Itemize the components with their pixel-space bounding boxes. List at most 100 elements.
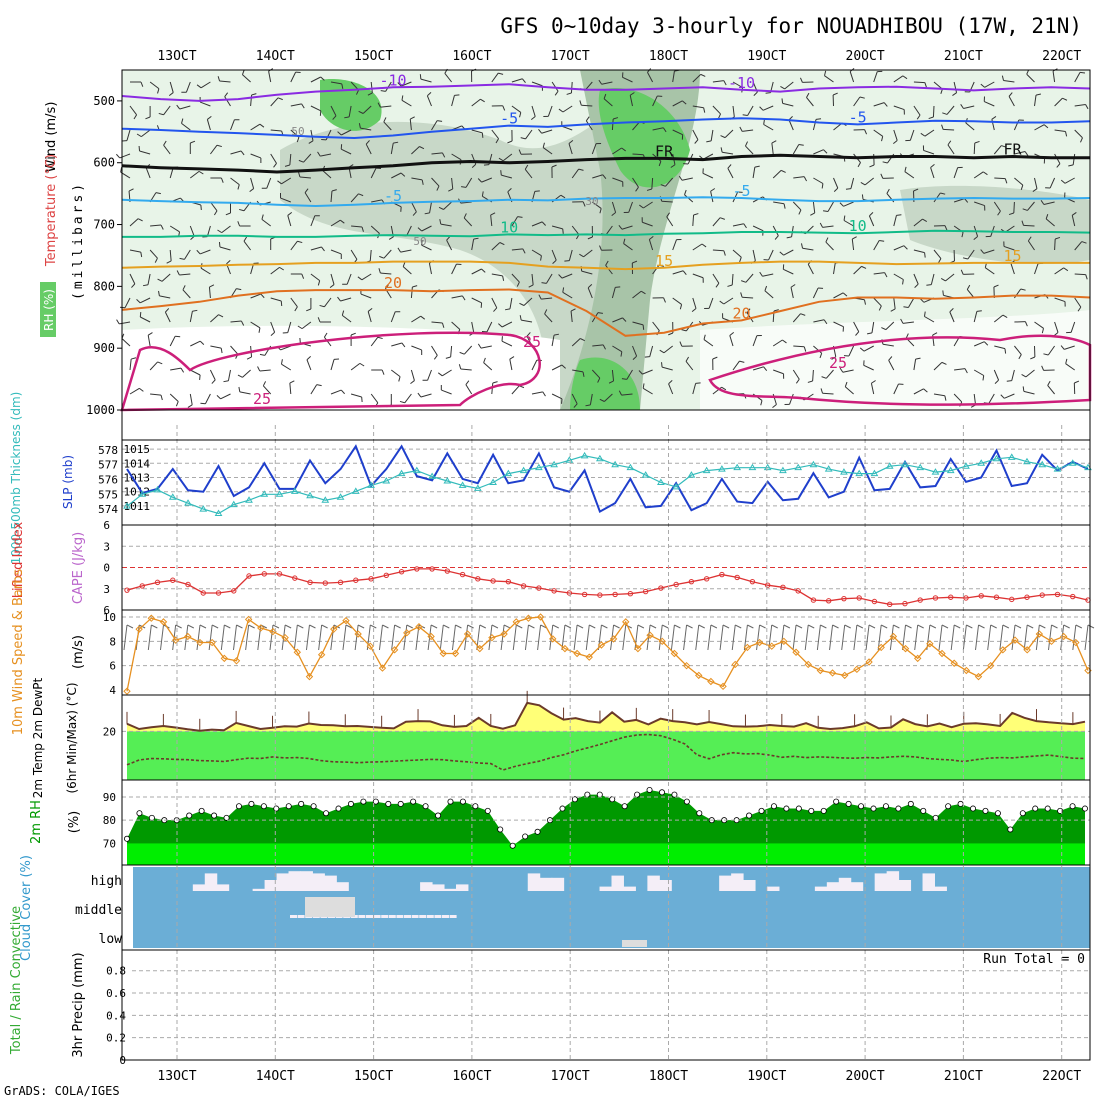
wind-barb-flag [819, 222, 824, 228]
lifted-index-point [871, 598, 878, 605]
wind-barb-flag [982, 375, 985, 381]
wind-barb-flag [500, 170, 502, 176]
thickness-tick-label: 576 [98, 474, 118, 487]
wind-barb [813, 345, 823, 354]
wind-barb [963, 105, 975, 109]
wind-barb-flag [947, 140, 952, 146]
thickness-point [382, 477, 391, 484]
wind-barb-flag [880, 173, 884, 179]
wind-barb-flag [157, 278, 163, 282]
wind-barb [822, 392, 834, 395]
wind-barb-flag [661, 362, 663, 368]
rh2m-point [1082, 805, 1089, 812]
wind-barb-flag [823, 149, 828, 154]
surface-wind-barb [293, 624, 298, 651]
wind-barb-flag [410, 116, 415, 120]
wind-barb-flag [393, 141, 399, 144]
cloud-high-clear [838, 877, 852, 891]
cloud-mid-patch [305, 897, 355, 917]
wind-barb [350, 393, 362, 398]
wind-barb-flag [1055, 236, 1061, 240]
pressure-tick-label: 500 [93, 94, 115, 108]
cloud-high-clear [336, 882, 349, 891]
wind-barb [902, 321, 914, 324]
surface-wind-barb-flag [199, 624, 207, 629]
surface-wind-barb [220, 624, 225, 651]
thickness-point [443, 477, 452, 484]
thickness-point [885, 462, 894, 469]
wind-barb-flag [1074, 380, 1080, 384]
bottom-time-label: 22OCT [1042, 1069, 1081, 1084]
wind-barb-flag [1045, 214, 1049, 220]
wind-barb-flag [365, 140, 370, 145]
wind-barb-flag [495, 138, 500, 144]
wind-barb-flag [380, 90, 386, 92]
temp-axis-label: 2m Temp 2m DewPt [31, 677, 45, 798]
wind-barb [463, 217, 473, 227]
cloud-mid-gap [426, 915, 434, 918]
rh-contour-label: 50 [291, 125, 304, 138]
wind-barb-flag [668, 380, 673, 385]
wind-barb-flag [763, 366, 768, 372]
wind-barb-flag [1041, 365, 1045, 371]
wind-barb [1023, 390, 1035, 395]
wind-barb-flag [176, 104, 181, 110]
wind-barb [521, 319, 533, 323]
surface-wind-barb [877, 624, 882, 651]
wind-barb [330, 359, 335, 371]
wind-barb [842, 369, 854, 373]
surface-wind-barb [804, 624, 809, 651]
wind-barb-flag [821, 376, 827, 379]
wind-barb-flag [1062, 97, 1068, 101]
cloud-mid-gap [434, 915, 442, 918]
wind-barb-flag [869, 164, 875, 168]
chart-title: GFS 0~10day 3-hourly for NOUADHIBOU (17W… [500, 14, 1082, 38]
wind-speed-point [901, 644, 910, 653]
surface-wind-barb [342, 624, 347, 651]
wind-barb [471, 297, 482, 304]
isotherm-line [121, 260, 1090, 271]
slp-tick-label: 1015 [124, 443, 151, 456]
wind-barb [428, 263, 432, 275]
wind-barb [993, 145, 1002, 155]
wind-barb-flag [157, 88, 160, 94]
wind-barb-flag [844, 381, 848, 387]
wind-barb [179, 105, 191, 110]
wind-barb [402, 266, 412, 275]
wind-barb [420, 78, 432, 83]
wind-barb-flag [710, 188, 716, 192]
wind-barb-flag [1035, 93, 1042, 96]
wind-barb [411, 177, 423, 181]
rh2m-point [957, 800, 964, 807]
panel-frame [121, 439, 1091, 526]
wind-barb-flag [1043, 353, 1049, 356]
wind-barb [150, 393, 162, 396]
wind-barb-flag [147, 332, 153, 336]
wind-barb-flag [642, 324, 645, 330]
wind-barb [1004, 393, 1015, 399]
wind-barb-flag [401, 95, 404, 101]
wind-barb-flag [420, 315, 426, 320]
cloud-mid-gap [366, 915, 373, 918]
wind-barb [710, 129, 714, 141]
thickness-point [565, 456, 574, 463]
wind-barb [525, 129, 533, 140]
wind-barb-flag [306, 355, 311, 361]
wind-barb-flag [481, 132, 484, 138]
wind-barb [1010, 263, 1015, 275]
wind-barb-flag [519, 112, 522, 118]
wind-barb [491, 273, 503, 277]
wind-barb-flag [471, 163, 477, 168]
wind-barb-flag [597, 377, 601, 383]
isotherm-line [122, 229, 1091, 238]
wind-speed-point [354, 630, 362, 638]
wind-barb [491, 129, 499, 139]
wind-barb [426, 95, 432, 107]
wind-barb [190, 369, 201, 376]
wind-barb-flag [198, 170, 204, 175]
wind-barb [310, 129, 314, 141]
dewpoint-line [126, 733, 1086, 771]
wind-speed-point [1023, 646, 1031, 654]
wind-barb [649, 345, 654, 357]
thickness-point [397, 469, 406, 477]
